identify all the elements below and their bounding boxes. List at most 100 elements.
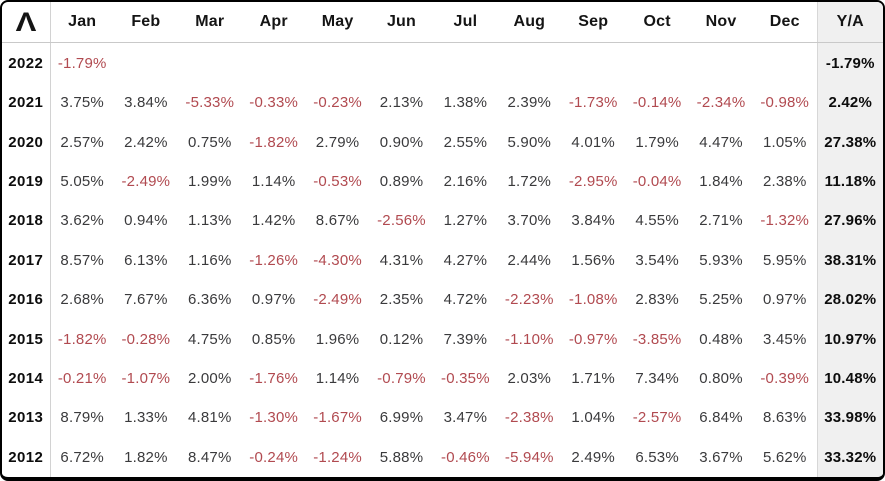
monthly-return-cell: -1.76% — [249, 369, 299, 387]
monthly-return-cell: 1.13% — [187, 212, 232, 230]
lambda-logo-icon[interactable]: Λ — [15, 6, 37, 37]
table-row: 2020 2.57% 2.42% 0.75% -1.82% 2.79% 0.90% 2.55%… — [2, 122, 883, 162]
monthly-return-cell: -0.53% — [313, 173, 362, 191]
monthly-return-cell: 5.90% — [507, 133, 552, 151]
monthly-return-cell — [178, 43, 242, 84]
monthly-return-cell: 5.95% — [762, 251, 807, 269]
monthly-return-cell: 5.93% — [699, 251, 743, 269]
year-label: 2017 — [2, 240, 51, 280]
monthly-return-cell: 1.99% — [187, 173, 232, 191]
monthly-return-cell: 1.04% — [571, 409, 615, 427]
monthly-return-cell: -2.56% — [377, 212, 426, 230]
monthly-return-cell: 2.35% — [379, 291, 424, 309]
monthly-return-cell: 2.38% — [762, 173, 807, 191]
monthly-return-cell: 5.62% — [762, 448, 807, 466]
monthly-return-cell: -1.32% — [760, 212, 810, 230]
monthly-return-cell: -2.34% — [696, 94, 746, 112]
year-label: 2020 — [2, 122, 51, 162]
monthly-return-cell: 4.31% — [379, 251, 424, 269]
monthly-return-cell: 1.16% — [187, 251, 232, 269]
monthly-return-cell: 4.27% — [443, 251, 488, 269]
monthly-return-cell: 2.79% — [315, 133, 360, 151]
monthly-return-cell: 1.56% — [571, 251, 615, 269]
monthly-return-cell: -4.30% — [313, 251, 362, 269]
yearly-return-cell: 28.02% — [816, 280, 883, 320]
year-label: 2018 — [2, 201, 51, 241]
logo-cell: Λ — [2, 2, 51, 43]
monthly-return-cell: -1.79% — [57, 54, 107, 72]
monthly-return-cell: -2.95% — [568, 173, 618, 191]
monthly-return-cell: 2.68% — [60, 291, 104, 309]
monthly-return-cell: -1.24% — [313, 448, 362, 466]
monthly-return-cell: 2.16% — [443, 173, 488, 191]
table-body: 2022 -1.79% -1.79% 2021 3.75% 3.84% -5.33% -0.3… — [2, 42, 883, 477]
monthly-return-cell: 3.54% — [635, 251, 679, 269]
monthly-return-cell: 6.53% — [635, 448, 679, 466]
monthly-return-cell: 8.67% — [315, 212, 360, 230]
monthly-return-cell: 8.79% — [60, 409, 104, 427]
monthly-return-cell: -0.79% — [377, 369, 426, 387]
column-header-month: May — [305, 2, 370, 43]
monthly-return-cell: 2.83% — [635, 291, 679, 309]
monthly-return-cell: 2.13% — [379, 94, 424, 112]
monthly-return-cell — [433, 43, 497, 84]
column-header-month: Sep — [561, 2, 626, 43]
monthly-return-cell: -2.23% — [504, 291, 554, 309]
monthly-return-cell: 1.38% — [443, 94, 488, 112]
monthly-return-cell: 4.75% — [187, 330, 232, 348]
monthly-return-cell: -0.21% — [57, 369, 107, 387]
monthly-return-cell: -0.04% — [632, 173, 682, 191]
monthly-return-cell: -1.10% — [504, 330, 554, 348]
table-row: 2017 8.57% 6.13% 1.16% -1.26% -4.30% 4.31% 4.27… — [2, 240, 883, 280]
monthly-return-cell: -0.23% — [313, 94, 362, 112]
table-row: 2013 8.79% 1.33% 4.81% -1.30% -1.67% 6.99% 3.47… — [2, 398, 883, 438]
monthly-return-cell: 3.47% — [443, 409, 488, 427]
monthly-return-cell: 0.94% — [124, 212, 168, 230]
monthly-return-cell: -0.33% — [249, 94, 299, 112]
monthly-return-cell: 4.72% — [443, 291, 488, 309]
monthly-return-cell — [625, 43, 689, 84]
monthly-return-cell: 6.84% — [699, 409, 743, 427]
monthly-return-cell: 1.14% — [251, 173, 296, 191]
monthly-return-cell: 2.00% — [187, 369, 232, 387]
monthly-return-cell: 2.44% — [507, 251, 552, 269]
monthly-return-cell: 6.72% — [60, 448, 104, 466]
monthly-return-cell: -1.67% — [313, 409, 362, 427]
monthly-return-cell: 7.39% — [443, 330, 488, 348]
column-header-ytd: Y/A — [816, 2, 883, 43]
monthly-return-cell: 1.82% — [124, 448, 168, 466]
table-row: 2018 3.62% 0.94% 1.13% 1.42% 8.67% -2.56% 1.27%… — [2, 201, 883, 241]
monthly-return-cell: 2.49% — [571, 448, 615, 466]
monthly-return-cell: 6.13% — [124, 251, 168, 269]
monthly-return-cell: 0.12% — [379, 330, 424, 348]
monthly-return-cell: 2.55% — [443, 133, 488, 151]
monthly-return-cell: 1.72% — [507, 173, 552, 191]
monthly-return-cell: -5.33% — [185, 94, 235, 112]
column-header-month: Mar — [177, 2, 242, 43]
table-row: 2022 -1.79% -1.79% — [2, 42, 883, 84]
monthly-return-cell: -1.07% — [121, 369, 171, 387]
yearly-return-cell: -1.79% — [816, 42, 883, 84]
column-header-month: Apr — [241, 2, 306, 43]
monthly-return-cell: -0.35% — [441, 369, 490, 387]
monthly-return-cell — [497, 43, 561, 84]
monthly-return-cell: 0.89% — [379, 173, 424, 191]
monthly-return-cell: 1.14% — [315, 369, 360, 387]
year-label: 2022 — [2, 42, 51, 84]
yearly-return-cell: 27.96% — [816, 201, 883, 241]
monthly-return-cell: 3.84% — [124, 94, 168, 112]
year-label: 2013 — [2, 398, 51, 438]
yearly-return-cell: 2.42% — [816, 83, 883, 123]
monthly-return-cell: 4.55% — [635, 212, 679, 230]
monthly-return-cell: -2.49% — [121, 173, 171, 191]
monthly-return-cell: -0.24% — [249, 448, 299, 466]
monthly-return-cell: 4.47% — [699, 133, 743, 151]
monthly-return-cell: -0.28% — [121, 330, 171, 348]
year-label: 2021 — [2, 83, 51, 123]
monthly-return-cell: 5.05% — [60, 173, 104, 191]
monthly-return-cell: 7.67% — [124, 291, 168, 309]
monthly-return-cell: -0.97% — [568, 330, 618, 348]
monthly-return-cell: 1.05% — [762, 133, 807, 151]
